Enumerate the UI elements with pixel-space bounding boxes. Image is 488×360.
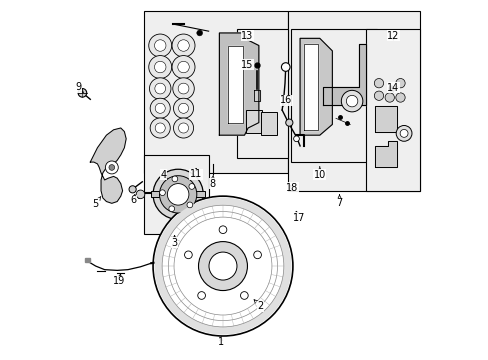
Circle shape (148, 34, 171, 57)
Circle shape (148, 55, 171, 78)
Circle shape (155, 83, 165, 94)
Circle shape (281, 63, 289, 71)
Circle shape (184, 251, 192, 259)
Circle shape (346, 95, 357, 107)
Bar (246, 110, 262, 134)
Text: 14: 14 (386, 83, 399, 93)
Circle shape (395, 126, 411, 141)
Polygon shape (228, 45, 242, 123)
Circle shape (172, 55, 195, 78)
Text: 3: 3 (171, 235, 177, 248)
Circle shape (395, 93, 405, 102)
Bar (287, 12, 419, 191)
Circle shape (154, 198, 291, 334)
Circle shape (373, 91, 383, 100)
Circle shape (186, 202, 192, 208)
Circle shape (172, 34, 195, 57)
Circle shape (399, 130, 407, 137)
Circle shape (219, 226, 226, 234)
Circle shape (293, 136, 299, 141)
Bar (237, 30, 287, 158)
Circle shape (388, 86, 394, 91)
Circle shape (341, 90, 362, 112)
Circle shape (172, 176, 177, 182)
Circle shape (253, 251, 261, 259)
Circle shape (109, 165, 115, 170)
Polygon shape (254, 90, 260, 101)
Polygon shape (375, 107, 396, 132)
Text: 16: 16 (280, 95, 292, 106)
Bar (144, 12, 287, 173)
Bar (260, 112, 276, 135)
Circle shape (159, 190, 165, 195)
Circle shape (173, 98, 193, 118)
Circle shape (178, 61, 189, 73)
Circle shape (154, 40, 165, 51)
Text: 11: 11 (189, 168, 202, 179)
Circle shape (178, 40, 189, 51)
Circle shape (159, 176, 196, 213)
Text: 13: 13 (241, 31, 253, 41)
Polygon shape (219, 33, 258, 135)
Circle shape (129, 186, 136, 193)
Polygon shape (375, 140, 396, 167)
Bar (144, 155, 208, 234)
Circle shape (78, 89, 86, 97)
Circle shape (172, 78, 194, 99)
Text: 7: 7 (336, 195, 342, 208)
Text: 2: 2 (254, 300, 263, 311)
Polygon shape (90, 128, 126, 203)
Circle shape (188, 184, 194, 189)
Circle shape (196, 30, 202, 36)
Circle shape (208, 252, 237, 280)
Circle shape (167, 184, 188, 205)
Bar (151, 192, 204, 197)
Text: 15: 15 (241, 59, 253, 69)
Text: 17: 17 (292, 211, 305, 222)
Circle shape (174, 217, 271, 315)
Circle shape (178, 83, 188, 94)
Circle shape (105, 161, 118, 174)
Circle shape (178, 123, 188, 133)
Circle shape (178, 103, 188, 113)
Circle shape (173, 118, 193, 138)
Circle shape (198, 242, 247, 291)
Polygon shape (85, 258, 89, 262)
Text: 6: 6 (130, 194, 136, 206)
Circle shape (136, 190, 144, 199)
Circle shape (149, 78, 171, 99)
Circle shape (153, 196, 292, 336)
Circle shape (150, 98, 170, 118)
Polygon shape (303, 44, 317, 130)
Text: 8: 8 (209, 175, 215, 189)
Bar (290, 30, 376, 162)
Circle shape (395, 78, 405, 88)
Circle shape (154, 61, 165, 73)
Circle shape (384, 93, 394, 102)
Text: 9: 9 (76, 82, 83, 93)
Text: 10: 10 (313, 167, 325, 180)
Circle shape (155, 103, 165, 113)
Text: 5: 5 (92, 196, 101, 209)
Bar (366, 30, 419, 191)
Circle shape (150, 118, 170, 138)
Circle shape (240, 292, 248, 299)
Circle shape (197, 292, 205, 299)
Circle shape (168, 212, 277, 321)
Circle shape (168, 206, 174, 212)
Circle shape (162, 205, 283, 327)
Text: 12: 12 (386, 31, 399, 41)
Circle shape (373, 78, 383, 88)
Text: 18: 18 (285, 183, 298, 193)
Circle shape (153, 169, 203, 220)
Polygon shape (323, 44, 366, 105)
Polygon shape (300, 39, 332, 135)
Circle shape (155, 123, 165, 133)
Text: 4: 4 (161, 170, 167, 180)
Circle shape (244, 291, 251, 298)
Text: 1: 1 (218, 337, 224, 347)
Circle shape (285, 119, 292, 126)
Text: 19: 19 (113, 274, 125, 286)
